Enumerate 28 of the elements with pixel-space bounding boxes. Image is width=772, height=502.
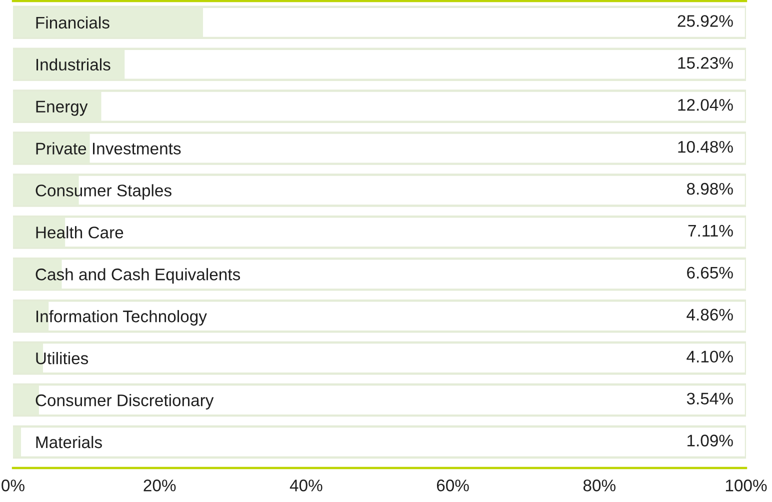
data-label: 10.48% — [678, 140, 733, 153]
y-tick-label: Industrials — [36, 58, 110, 71]
x-tick-label: 0% — [2, 480, 24, 492]
x-tick-label: 40% — [290, 480, 322, 492]
y-tick-label: Health Care — [36, 226, 124, 238]
y-tick-label: Consumer Discretionary — [36, 394, 214, 410]
y-tick-label: Consumer Staples — [36, 184, 172, 200]
y-tick-label: Information Technology — [36, 310, 207, 326]
y-tick-label: Materials — [36, 436, 102, 448]
y-tick-label: Utilities — [36, 352, 88, 364]
y-tick-label: Private Investments — [36, 142, 181, 154]
data-label: 3.54% — [686, 392, 733, 404]
data-label: 7.11% — [688, 224, 733, 237]
y-tick-label: Energy — [36, 100, 88, 116]
data-label: 1.09% — [688, 434, 733, 446]
data-label: 25.92% — [678, 15, 733, 27]
x-tick-label: 20% — [144, 480, 176, 492]
data-label: 12.04% — [678, 98, 733, 111]
data-label: 6.65% — [687, 266, 733, 279]
x-tick-label: 60% — [436, 480, 469, 492]
data-label: 8.98% — [686, 182, 733, 195]
data-label: 4.86% — [686, 308, 733, 321]
x-tick-label: 100% — [726, 480, 767, 492]
x-tick-label: 80% — [583, 480, 616, 492]
y-tick-label: Financials — [36, 16, 110, 29]
y-tick-label: Cash and Cash Equivalents — [36, 268, 240, 284]
data-label: 15.23% — [678, 57, 733, 69]
data-label: 4.10% — [686, 350, 733, 363]
